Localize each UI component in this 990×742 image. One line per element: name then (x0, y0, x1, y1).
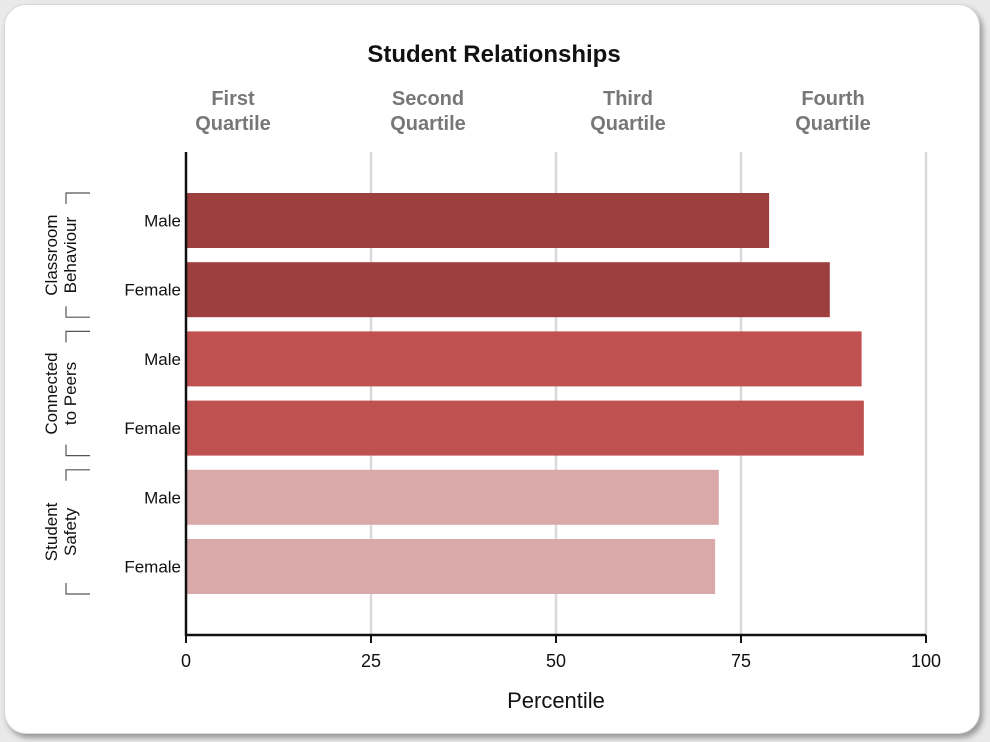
category-labels: Male Female Male Female Male Female (124, 212, 181, 577)
bar (187, 262, 830, 318)
quartile-label: Second Quartile (390, 88, 466, 135)
x-tick-label: 25 (361, 651, 381, 671)
bar (187, 331, 862, 387)
x-tick-label: 0 (181, 651, 191, 671)
bar (187, 400, 864, 456)
chart-title: Student Relationships (367, 41, 620, 68)
bar (187, 193, 770, 248)
group-bracket (65, 330, 90, 343)
quartile-label: First Quartile (195, 88, 271, 135)
group-bracket (65, 469, 90, 481)
x-tick-labels: 0 25 50 75 100 (181, 635, 941, 671)
category-label: Male (144, 350, 181, 369)
category-label: Female (124, 419, 181, 438)
quartile-label: Third Quartile (590, 88, 666, 135)
x-tick-label: 75 (731, 651, 751, 671)
category-label: Female (124, 281, 181, 300)
bars (187, 193, 864, 594)
category-label: Female (124, 558, 181, 577)
x-axis-label: Percentile (507, 688, 605, 713)
bar (187, 539, 716, 594)
quartile-label: Fourth Quartile (795, 88, 871, 135)
group-label: StudentSafety (42, 502, 80, 561)
group-bracket (65, 306, 90, 318)
category-label: Male (144, 488, 181, 507)
group-bracket (65, 444, 90, 457)
x-tick-label: 100 (911, 651, 941, 671)
bar (187, 469, 719, 525)
x-tick-label: 50 (546, 651, 566, 671)
category-label: Male (144, 212, 181, 231)
quartile-labels: First Quartile Second Quartile Third Quartile… (195, 88, 871, 135)
group-bracket (65, 192, 90, 204)
group-label: ClassroomBehaviour (42, 214, 80, 295)
group-bracket (65, 583, 90, 595)
group-label: Connectedto Peers (42, 352, 80, 434)
group-labels: ClassroomBehaviour Connectedto Peers Stude… (42, 192, 90, 595)
